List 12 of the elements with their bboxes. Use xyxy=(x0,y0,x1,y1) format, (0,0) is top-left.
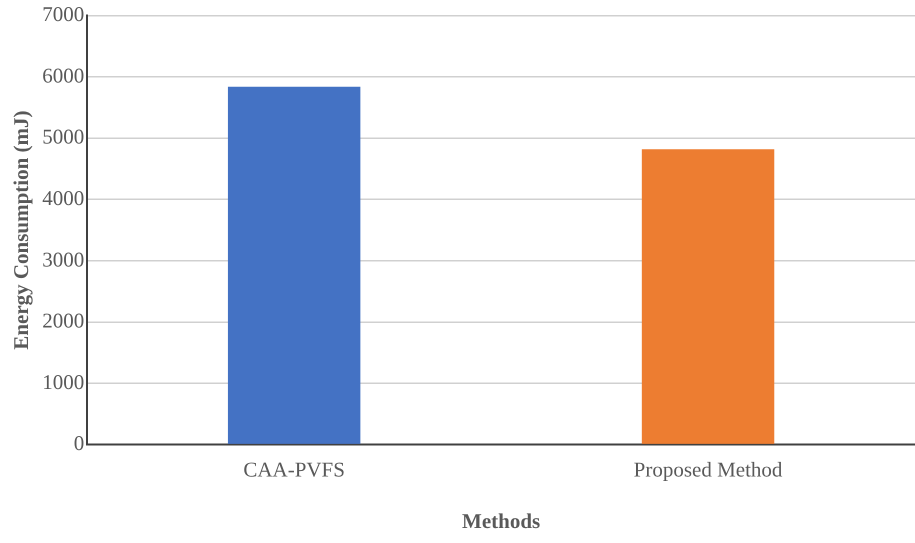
x-tick-label: Proposed Method xyxy=(634,458,783,482)
y-tick-label: 7000 xyxy=(42,2,84,26)
y-tick-label: 5000 xyxy=(42,124,84,149)
y-tick-label: 0 xyxy=(74,431,84,456)
y-tick-label: 2000 xyxy=(42,308,84,333)
y-axis-title: Energy Consumption (mJ) xyxy=(9,110,34,350)
x-tick-label: CAA-PVFS xyxy=(243,458,345,482)
y-tick-label: 1000 xyxy=(42,370,84,394)
y-tick-label: 6000 xyxy=(42,63,84,88)
y-tick-label: 3000 xyxy=(42,247,84,272)
x-axis-title: Methods xyxy=(462,508,540,533)
y-tick-label: 4000 xyxy=(42,186,84,210)
